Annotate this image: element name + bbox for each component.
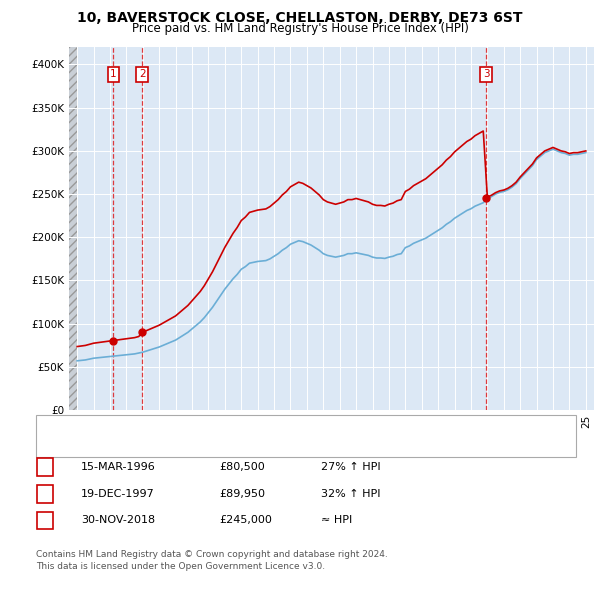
Text: 2: 2	[139, 70, 145, 80]
Text: 10, BAVERSTOCK CLOSE, CHELLASTON, DERBY, DE73 6ST (detached house): 10, BAVERSTOCK CLOSE, CHELLASTON, DERBY,…	[81, 422, 460, 432]
Text: HPI: Average price, detached house, City of Derby: HPI: Average price, detached house, City…	[81, 440, 331, 450]
Text: 1: 1	[41, 463, 49, 472]
Text: Price paid vs. HM Land Registry's House Price Index (HPI): Price paid vs. HM Land Registry's House …	[131, 22, 469, 35]
Text: £245,000: £245,000	[219, 516, 272, 525]
Text: ≈ HPI: ≈ HPI	[321, 516, 352, 525]
Text: ——: ——	[48, 420, 73, 433]
Text: 30-NOV-2018: 30-NOV-2018	[81, 516, 155, 525]
Bar	[69, 47, 77, 410]
Text: This data is licensed under the Open Government Licence v3.0.: This data is licensed under the Open Gov…	[36, 562, 325, 571]
Text: 3: 3	[483, 70, 490, 80]
Text: 3: 3	[41, 516, 49, 525]
Text: Contains HM Land Registry data © Crown copyright and database right 2024.: Contains HM Land Registry data © Crown c…	[36, 550, 388, 559]
Text: 1: 1	[110, 70, 117, 80]
Text: 19-DEC-1997: 19-DEC-1997	[81, 489, 155, 499]
Text: 10, BAVERSTOCK CLOSE, CHELLASTON, DERBY, DE73 6ST: 10, BAVERSTOCK CLOSE, CHELLASTON, DERBY,…	[77, 11, 523, 25]
Bar	[69, 47, 77, 410]
Text: 32% ↑ HPI: 32% ↑ HPI	[321, 489, 380, 499]
Text: 27% ↑ HPI: 27% ↑ HPI	[321, 463, 380, 472]
Text: ——: ——	[48, 439, 73, 452]
Text: 2: 2	[41, 489, 49, 499]
Text: £80,500: £80,500	[219, 463, 265, 472]
Text: £89,950: £89,950	[219, 489, 265, 499]
Text: 15-MAR-1996: 15-MAR-1996	[81, 463, 156, 472]
